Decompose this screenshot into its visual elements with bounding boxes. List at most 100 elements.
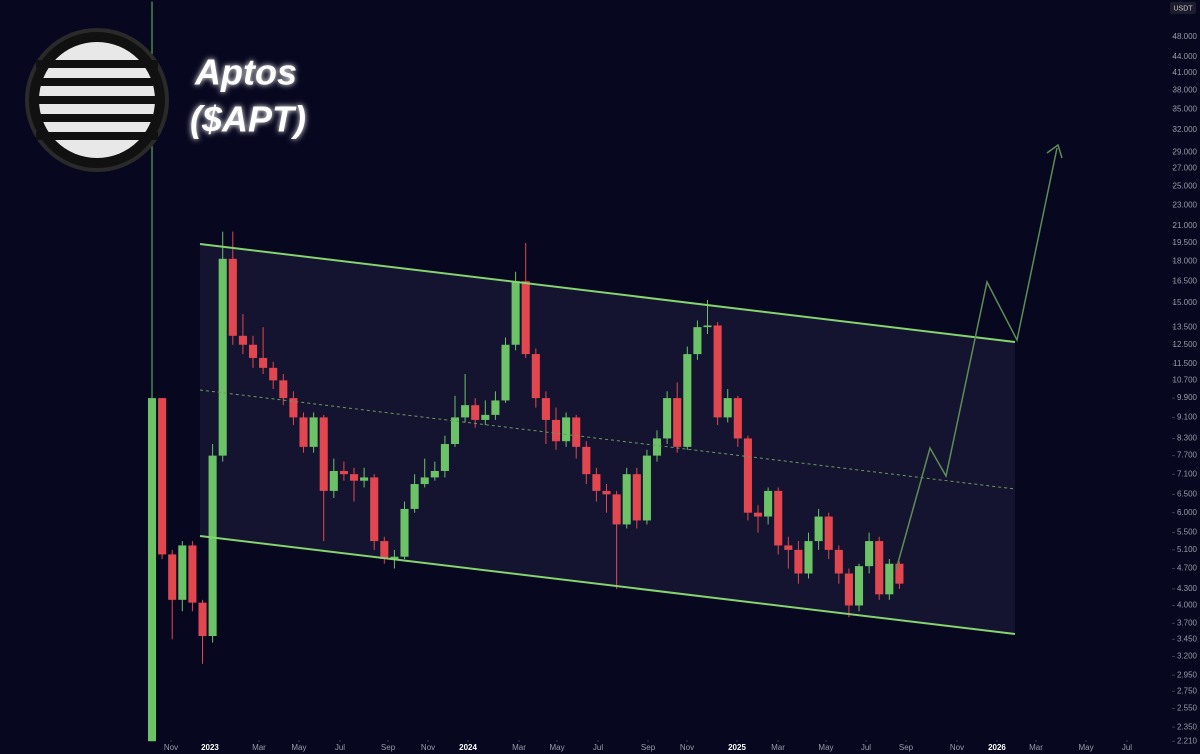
x-tick-label: Mar (771, 743, 785, 752)
candle-body (440, 444, 449, 471)
candle-body (279, 380, 288, 399)
candle-body (804, 541, 813, 574)
x-tick-label: Jul (861, 743, 871, 752)
candle-body (380, 541, 389, 560)
y-tick-label: 15.000 (1173, 298, 1198, 307)
y-tick-label: 35.000 (1173, 104, 1198, 113)
candle-body (642, 455, 651, 521)
candle-body (228, 258, 237, 336)
projection-arrowhead (1046, 143, 1063, 159)
candle-body (834, 549, 843, 574)
y-tick-label: 11.500 (1173, 359, 1197, 368)
y-tick-label: 8.300 (1177, 434, 1198, 443)
candle-body (521, 281, 530, 355)
candle-body (481, 414, 490, 420)
y-tick-label: 41.000 (1173, 68, 1198, 77)
y-tick-label: 27.000 (1173, 164, 1198, 173)
candle-body (491, 400, 500, 415)
candle-body (551, 419, 561, 442)
candle-body (703, 325, 712, 328)
x-tick-label: Sep (899, 743, 914, 752)
candle-body (541, 398, 550, 420)
channel-lower (199, 535, 1016, 635)
candle-body (875, 541, 884, 595)
candle-body (168, 554, 177, 600)
candle-body (774, 490, 783, 546)
candle-body (885, 563, 894, 595)
y-tick-label: 16.500 (1173, 276, 1198, 285)
y-tick-label: 3.450 (1177, 634, 1198, 643)
candle-body (865, 541, 874, 567)
candle-body (622, 474, 631, 525)
candle-body (309, 417, 318, 447)
candle-body (218, 258, 227, 456)
x-tick-label: 2024 (459, 743, 477, 752)
y-tick-label: 19.500 (1173, 238, 1198, 247)
x-tick-label: Sep (641, 743, 656, 752)
candle-body (562, 417, 571, 442)
y-tick-label: 29.000 (1173, 147, 1198, 156)
candle-body (349, 474, 359, 481)
y-tick-label: 21.000 (1173, 221, 1198, 230)
y-tick-label: 32.000 (1173, 125, 1198, 134)
y-tick-label: 2.350 (1177, 722, 1198, 731)
y-tick-label: 2.750 (1177, 686, 1198, 695)
candle-body (329, 470, 338, 491)
logo (25, 28, 169, 172)
y-tick-label: 9.100 (1177, 413, 1198, 422)
candle-body (299, 417, 308, 447)
x-tick-label: Nov (950, 743, 964, 752)
candle-body (764, 490, 773, 517)
candle-body (370, 477, 379, 542)
candle-body (743, 438, 752, 513)
candle-body (854, 566, 864, 606)
candle-body (400, 508, 409, 557)
x-tick-label: 2026 (988, 743, 1006, 752)
candle-body (501, 344, 510, 401)
x-tick-label: 2025 (728, 743, 746, 752)
y-tick-label: 2.210 (1177, 736, 1198, 745)
candle-body (693, 327, 702, 355)
y-tick-label: 13.500 (1173, 322, 1198, 331)
candle-body (147, 398, 157, 742)
candle-body (511, 281, 520, 345)
chart-subtitle: ($APT) (190, 99, 306, 140)
candle-body (430, 470, 439, 478)
candle-body (319, 417, 328, 491)
x-tick-label: Nov (421, 743, 435, 752)
y-tick-label: 2.550 (1177, 704, 1198, 713)
y-tick-label: 23.000 (1173, 200, 1198, 209)
x-tick-label: Mar (512, 743, 526, 752)
candle-body (683, 354, 692, 447)
axes: 48.000 44.000 41.000 38.000 35.000 32.000 29.0… (164, 32, 1198, 752)
candle-body (824, 516, 833, 550)
candle-body (259, 357, 268, 368)
candle-body (572, 417, 581, 447)
candle-body (895, 563, 904, 584)
chart-title: Aptos (194, 52, 297, 93)
candle-body (531, 354, 540, 399)
candle-body (269, 367, 278, 381)
candle-body (663, 398, 672, 439)
y-tick-label: 18.000 (1173, 256, 1198, 265)
candle-body (471, 405, 480, 420)
x-tick-label: 2023 (201, 743, 219, 752)
candle-body (238, 335, 247, 345)
y-tick-label: 12.500 (1173, 340, 1198, 349)
x-tick-label: May (291, 743, 306, 752)
candle-body (289, 398, 298, 418)
y-tick-label: 4.000 (1177, 601, 1198, 610)
candle-body (723, 398, 732, 418)
y-tick-label: 10.700 (1173, 375, 1198, 384)
currency-box (1170, 2, 1196, 14)
x-tick-label: Sep (381, 743, 396, 752)
candle-body (248, 344, 258, 358)
candle-body (753, 512, 763, 517)
candle-body (461, 405, 470, 418)
candle-body (420, 477, 429, 485)
x-tick-label: Nov (680, 743, 694, 752)
y-tick-label: 3.200 (1177, 652, 1198, 661)
candle-body (652, 438, 662, 456)
channel-mid (199, 389, 1016, 490)
